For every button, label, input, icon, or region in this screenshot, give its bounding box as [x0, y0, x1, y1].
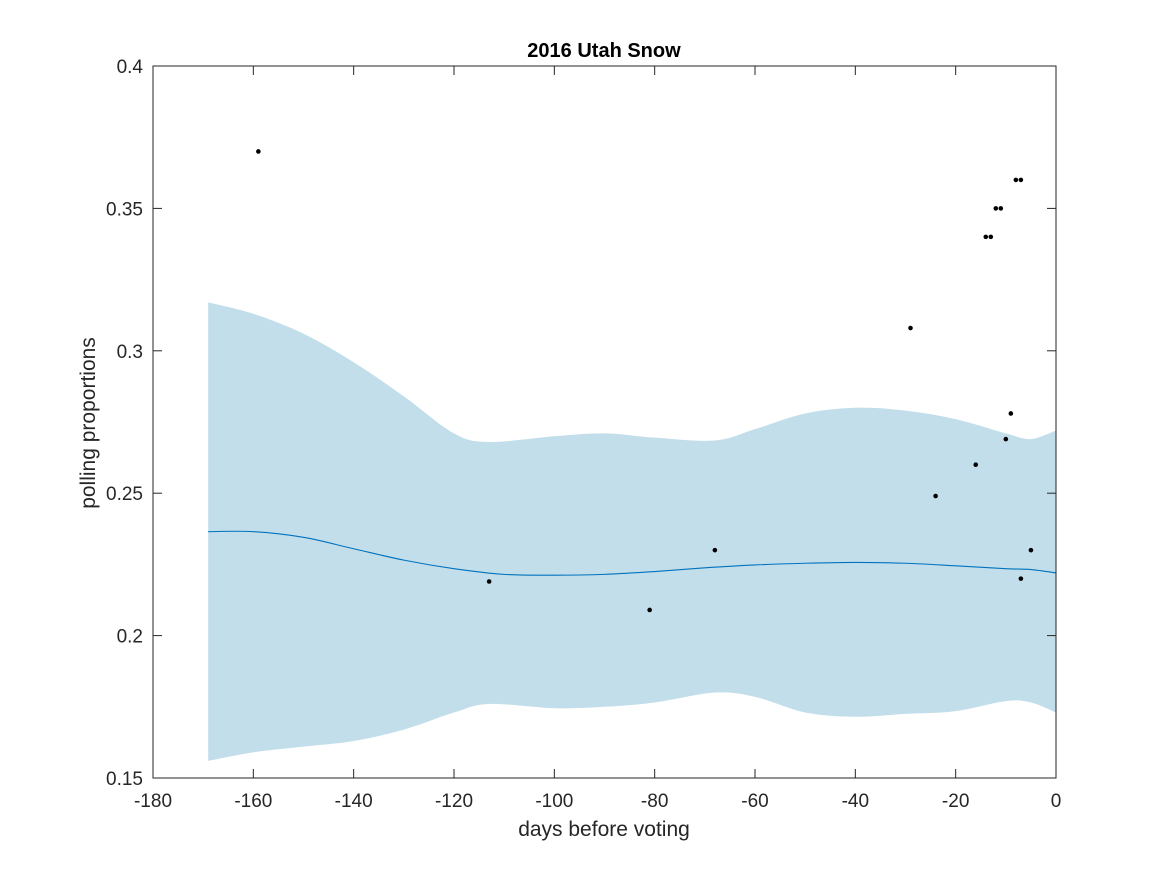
x-tick-label: 0	[1051, 791, 1062, 812]
x-tick-label: -140	[335, 791, 373, 812]
data-point	[1028, 547, 1034, 553]
data-point	[993, 206, 999, 211]
x-axis-label: days before voting	[518, 818, 690, 841]
y-tick-label: 0.25	[106, 484, 143, 505]
data-point	[998, 206, 1004, 211]
data-point	[1008, 411, 1014, 416]
x-tick-label: -100	[535, 791, 573, 812]
y-tick-label: 0.2	[117, 627, 143, 648]
data-point	[983, 234, 989, 240]
y-tick-label: 0.3	[117, 342, 143, 363]
plot-area	[208, 149, 1057, 761]
data-point	[973, 462, 979, 468]
x-tick-label: -120	[435, 791, 473, 812]
data-point	[647, 607, 652, 613]
data-point	[1018, 177, 1024, 183]
y-tick-label: 0.35	[106, 199, 143, 220]
mean-line	[208, 530, 1057, 576]
data-point	[1018, 576, 1024, 581]
data-point	[908, 325, 913, 331]
confidence-band	[208, 302, 1056, 761]
chart-title: 2016 Utah Snow	[527, 40, 681, 62]
data-point	[486, 579, 492, 584]
x-tick-label: -60	[741, 791, 768, 812]
y-tick-label: 0.4	[117, 57, 144, 78]
y-axis-label: polling proportions	[77, 337, 100, 509]
data-point	[1003, 436, 1009, 442]
axes: -180 -160 -140 -120 -100 -80 -60 -40 -20 0 0.15 0.2…	[106, 57, 1061, 812]
data-point	[988, 234, 994, 240]
x-tick-label: -20	[942, 791, 969, 812]
x-tick-label: -40	[842, 791, 869, 812]
x-tick-label: -80	[641, 791, 668, 812]
data-point	[256, 149, 261, 154]
x-tick-label: -160	[234, 791, 272, 812]
axes-box	[152, 65, 1057, 779]
data-point	[712, 547, 718, 553]
data-point	[1013, 177, 1019, 183]
y-tick-label: 0.15	[106, 769, 143, 790]
data-point	[933, 493, 938, 499]
x-tick-label: -180	[134, 791, 172, 812]
